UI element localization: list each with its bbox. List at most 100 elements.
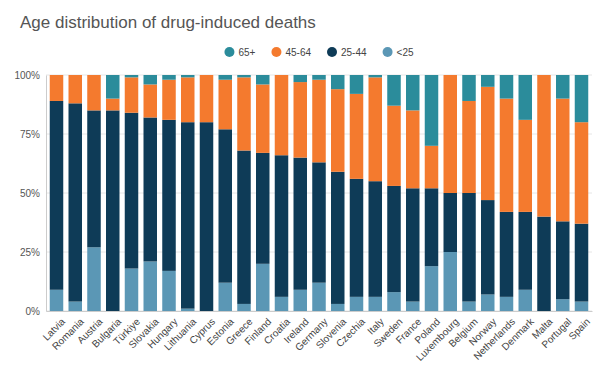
- bar: [256, 264, 270, 311]
- bar: [312, 75, 326, 80]
- bar: [125, 113, 139, 269]
- bar: [275, 297, 289, 311]
- bar: [369, 75, 383, 77]
- series: [50, 75, 589, 224]
- bar: [256, 84, 270, 152]
- y-tick: 25%: [20, 247, 46, 258]
- bar: [350, 297, 364, 311]
- legend-item: 65+: [224, 47, 255, 58]
- bar: [481, 294, 495, 311]
- bar: [181, 309, 195, 311]
- bar: [387, 186, 401, 292]
- bar: [237, 75, 251, 77]
- title: Age distribution of drug-induced deaths: [20, 13, 316, 32]
- bar: [275, 75, 289, 76]
- bar: [519, 75, 533, 120]
- y-tick-label: 75%: [20, 129, 40, 140]
- bar: [312, 283, 326, 311]
- bar: [69, 103, 83, 301]
- bar: [369, 181, 383, 297]
- y-axis: 0%25%50%75%100%: [14, 70, 46, 317]
- bar: [575, 302, 589, 311]
- bar: [237, 77, 251, 150]
- bar: [331, 304, 345, 311]
- bar: [162, 80, 176, 120]
- bar: [500, 75, 514, 99]
- bars: [50, 75, 589, 311]
- bar: [462, 101, 476, 193]
- bar: [294, 75, 308, 82]
- bar: [350, 94, 364, 179]
- bar: [462, 75, 476, 101]
- bar: [425, 75, 439, 146]
- legend: 65+ 45-64 25-44 <25: [224, 47, 414, 58]
- chart: Age distribution of drug-induced deaths0…: [0, 0, 602, 372]
- bar: [387, 292, 401, 311]
- bar: [237, 304, 251, 311]
- x-tick: Spain: [566, 311, 592, 342]
- bar: [219, 283, 233, 311]
- bar: [481, 87, 495, 200]
- bar: [125, 77, 139, 112]
- bar: [312, 162, 326, 282]
- bar: [444, 75, 458, 76]
- bar: [219, 129, 233, 282]
- bar: [181, 122, 195, 308]
- bar: [369, 77, 383, 181]
- bar: [181, 75, 195, 77]
- bar: [425, 188, 439, 266]
- legend-item: 25-44: [327, 47, 367, 58]
- y-tick: 50%: [20, 188, 46, 199]
- legend-swatch: [327, 47, 337, 57]
- bar: [350, 179, 364, 297]
- legend-swatch: [224, 47, 234, 57]
- series: [106, 75, 588, 146]
- bar: [444, 75, 458, 193]
- bar: [50, 290, 64, 311]
- bar: [144, 261, 158, 311]
- bar: [500, 212, 514, 297]
- y-tick-label: 100%: [14, 70, 40, 81]
- bar: [219, 75, 233, 80]
- x-tick-label: Czechia: [334, 316, 368, 350]
- legend-swatch: [383, 47, 393, 57]
- x-tick: Portugal: [539, 311, 573, 350]
- bar: [87, 110, 101, 247]
- bar: [294, 158, 308, 290]
- bar: [444, 193, 458, 252]
- bar: [387, 75, 401, 106]
- bar: [519, 212, 533, 290]
- bar: [69, 302, 83, 311]
- bar: [87, 75, 101, 110]
- bar: [331, 89, 345, 172]
- bar: [406, 75, 420, 110]
- x-axis: LatviaRomaniaAustriaBulgariaTürkiyeSlova…: [41, 311, 593, 363]
- bar: [256, 153, 270, 264]
- bar: [556, 99, 570, 222]
- x-tick: Czechia: [334, 311, 368, 349]
- bar: [331, 75, 345, 89]
- bar: [200, 122, 214, 311]
- bar: [106, 110, 120, 311]
- legend-label: 25-44: [341, 47, 367, 58]
- bar: [575, 122, 589, 223]
- x-axis-line: [47, 311, 593, 312]
- bar: [69, 75, 83, 76]
- bar: [462, 302, 476, 311]
- bar: [500, 297, 514, 311]
- bar: [387, 106, 401, 186]
- bar: [481, 200, 495, 294]
- bar: [125, 269, 139, 311]
- legend-item: <25: [383, 47, 414, 58]
- legend-item: 45-64: [271, 47, 311, 58]
- bar: [312, 80, 326, 163]
- bar: [519, 120, 533, 212]
- bar: [125, 75, 139, 77]
- bar: [87, 247, 101, 311]
- bar: [50, 101, 64, 290]
- bar: [406, 188, 420, 301]
- x-tick-label: Spain: [566, 316, 592, 342]
- bar: [162, 271, 176, 311]
- bar: [106, 99, 120, 111]
- bar: [556, 75, 570, 99]
